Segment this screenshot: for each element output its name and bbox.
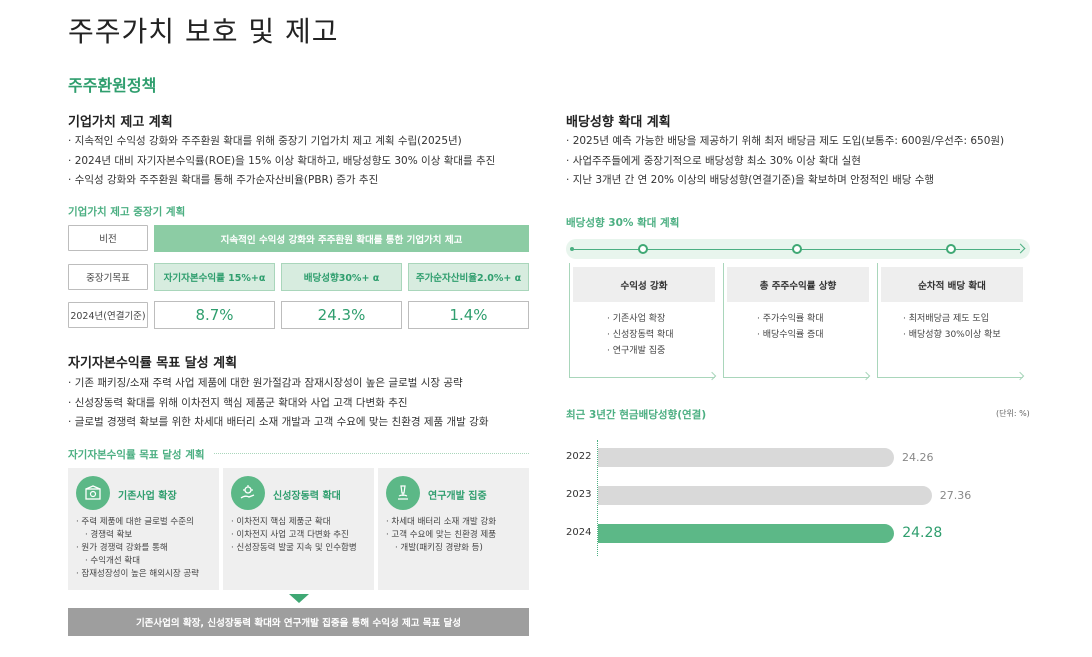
- dividend-column-profit: 수익성 강화 기존사업 확장 신성장동력 확대 연구개발 집중: [569, 263, 719, 381]
- list-item: 최저배당금 제도 도입: [903, 311, 1001, 327]
- roe-box-title: 연구개발 집중: [428, 491, 487, 502]
- roe-box-title: 기존사업 확장: [118, 491, 177, 502]
- bar-2024: [598, 524, 895, 543]
- column-title: 수익성 강화: [573, 267, 715, 302]
- roe-box-existing: 기존사업 확장 주력 제품에 대한 글로벌 수준의 경쟁력 확보 원가 경쟁력 …: [68, 468, 219, 590]
- roe-box-list: 주력 제품에 대한 글로벌 수준의 경쟁력 확보 원가 경쟁력 강화를 통해 수…: [76, 516, 199, 581]
- bullet: 글로벌 경쟁력 확보를 위한 차세대 배터리 소재 개발과 고객 수요에 맞는 …: [68, 413, 489, 433]
- list-item: 연구개발 집중: [607, 343, 674, 359]
- list-item: 신성장동력 발굴 지속 및 인수합병: [231, 542, 356, 555]
- dividend-plan-heading: 배당성향 확대 계획: [566, 115, 671, 130]
- arrow-down-icon: [289, 594, 309, 603]
- column-list: 최저배당금 제도 도입 배당성향 30%이상 확보: [903, 311, 1001, 343]
- value-plan-heading: 기업가치 제고 계획: [68, 115, 173, 130]
- list-item: 기존사업 확장: [607, 311, 674, 327]
- bar-year-label: 2023: [566, 489, 592, 500]
- roe-plan-heading: 자기자본수익률 목표 달성 계획: [68, 356, 238, 371]
- chevron-right-icon: [707, 371, 717, 381]
- timeline-start-dot: [570, 247, 574, 251]
- growth-hand-icon: [231, 476, 265, 510]
- bar-2023: [598, 486, 932, 505]
- list-item: 배당성향 30%이상 확보: [903, 327, 1001, 343]
- actual-roe: 8.7%: [154, 301, 275, 329]
- bullet: 지난 3개년 간 연 20% 이상의 배당성향(연결기준)을 확보하며 안정적인…: [566, 171, 1004, 191]
- goal-label: 중장기목표: [68, 264, 148, 290]
- chart-title: 최근 3년간 현금배당성향(연결): [566, 409, 707, 421]
- list-item: 개발(패키징 경량화 등): [386, 542, 496, 555]
- list-item: 주력 제품에 대한 글로벌 수준의: [76, 516, 199, 529]
- goal-pbr: 주가순자산비율2.0%+ α: [408, 263, 529, 291]
- actual-label: 2024년(연결기준): [68, 302, 148, 328]
- bullet: 2025년 예측 가능한 배당을 제공하기 위해 최저 배당금 제도 도입(보통…: [566, 132, 1004, 152]
- bullet: 수익성 강화와 주주환원 확대를 통해 주가순자산비율(PBR) 증가 추진: [68, 171, 495, 191]
- chart-axis: [597, 440, 598, 556]
- dividend-sub-label: 배당성향 30% 확대 계획: [566, 217, 680, 229]
- dividend-plan-bullets: 2025년 예측 가능한 배당을 제공하기 위해 최저 배당금 제도 도입(보통…: [566, 132, 1004, 191]
- vision-text: 지속적인 수익성 강화와 주주환원 확대를 통한 기업가치 제고: [154, 225, 529, 252]
- actual-payout: 24.3%: [281, 301, 402, 329]
- timeline-node: [638, 244, 648, 254]
- chart-unit: (단위: %): [996, 409, 1030, 418]
- list-item: 차세대 배터리 소재 개발 강화: [386, 516, 496, 529]
- list-item: 수익개선 확대: [76, 555, 199, 568]
- list-item: 이차전지 핵심 제품군 확대: [231, 516, 357, 529]
- dividend-column-tsr: 총 주주수익률 상향 주가수익률 확대 배당수익률 증대: [723, 263, 873, 381]
- bullet: 지속적인 수익성 강화와 주주환원 확대를 위해 중장기 기업가치 제고 계획 …: [68, 132, 495, 152]
- list-item-cont: 수익개선 확대: [90, 556, 141, 566]
- roe-box-growth: 신성장동력 확대 이차전지 핵심 제품군 확대 이차전지 사업 고객 다변화 추…: [223, 468, 374, 590]
- list-item: 배당수익률 증대: [757, 327, 824, 343]
- bullet: 기존 패키징/소재 주력 사업 제품에 대한 원가절감과 잠재시장성이 높은 글…: [68, 374, 489, 394]
- roe-box-list: 이차전지 핵심 제품군 확대 이차전지 사업 고객 다변화 추진 신성장동력 발…: [231, 516, 357, 555]
- column-list: 기존사업 확장 신성장동력 확대 연구개발 집중: [607, 311, 674, 359]
- timeline-node: [792, 244, 802, 254]
- bar-year-label: 2024: [566, 527, 592, 538]
- roe-plan-bullets: 기존 패키징/소재 주력 사업 제품에 대한 원가절감과 잠재시장성이 높은 글…: [68, 374, 489, 433]
- list-item: 이차전지 사업 고객 다변화 추진: [231, 529, 357, 542]
- divider: [214, 453, 529, 454]
- list-item-cont: 경쟁력 확보: [90, 530, 133, 540]
- actual-pbr: 1.4%: [408, 301, 529, 329]
- list-item: 원가 경쟁력 강화를 통해: [76, 542, 199, 555]
- bar-year-label: 2022: [566, 451, 592, 462]
- arrow-right-icon: [1015, 243, 1026, 254]
- list-item-cont: 개발(패키징 경량화 등): [400, 543, 483, 553]
- bar-2022: [598, 448, 894, 467]
- timeline-node: [946, 244, 956, 254]
- roe-box-rnd: 연구개발 집중 차세대 배터리 소재 개발 강화 고객 수요에 맞는 친환경 제…: [378, 468, 529, 590]
- chevron-right-icon: [1015, 371, 1025, 381]
- dividend-column-payout: 순차적 배당 확대 최저배당금 제도 도입 배당성향 30%이상 확보: [877, 263, 1027, 381]
- conclusion-bar: 기존사업의 확장, 신성장동력 확대와 연구개발 집중을 통해 수익성 제고 목…: [68, 608, 529, 636]
- bar-value-label: 24.26: [901, 451, 934, 464]
- bar-value-label: 27.36: [939, 489, 972, 502]
- midterm-plan-label: 기업가치 제고 중장기 계획: [68, 206, 186, 218]
- list-item: 주가수익률 확대: [757, 311, 824, 327]
- roe-sub-label: 자기자본수익률 목표 달성 계획: [68, 449, 205, 461]
- bullet: 사업주주들에게 중장기적으로 배당성향 최소 30% 이상 확대 실현: [566, 152, 1004, 172]
- vision-label: 비전: [68, 225, 148, 251]
- package-icon: [76, 476, 110, 510]
- list-item: 경쟁력 확보: [76, 529, 199, 542]
- roe-box-list: 차세대 배터리 소재 개발 강화 고객 수요에 맞는 친환경 제품 개발(패키징…: [386, 516, 496, 555]
- chevron-right-icon: [861, 371, 871, 381]
- timeline: [566, 239, 1030, 259]
- microscope-icon: [386, 476, 420, 510]
- bullet: 신성장동력 확대를 위해 이차전지 핵심 제품군 확대와 사업 고객 다변화 추…: [68, 394, 489, 414]
- goal-roe: 자기자본수익률 15%+α: [154, 263, 275, 291]
- value-plan-bullets: 지속적인 수익성 강화와 주주환원 확대를 위해 중장기 기업가치 제고 계획 …: [68, 132, 496, 191]
- list-item: 신성장동력 확대: [607, 327, 674, 343]
- list-item: 잠재성장성이 높은 해외시장 공략: [76, 568, 199, 581]
- section-title: 주주환원정책: [68, 76, 157, 95]
- page-title: 주주가치 보호 및 제고: [68, 15, 339, 48]
- list-item: 고객 수요에 맞는 친환경 제품: [386, 529, 496, 542]
- column-title: 순차적 배당 확대: [881, 267, 1023, 302]
- column-title: 총 주주수익률 상향: [727, 267, 869, 302]
- bar-value-label: 24.28: [902, 525, 943, 541]
- goal-payout: 배당성향30%+ α: [281, 263, 402, 291]
- bullet: 2024년 대비 자기자본수익률(ROE)을 15% 이상 확대하고, 배당성향…: [68, 152, 496, 172]
- column-list: 주가수익률 확대 배당수익률 증대: [757, 311, 824, 343]
- roe-box-title: 신성장동력 확대: [273, 491, 341, 502]
